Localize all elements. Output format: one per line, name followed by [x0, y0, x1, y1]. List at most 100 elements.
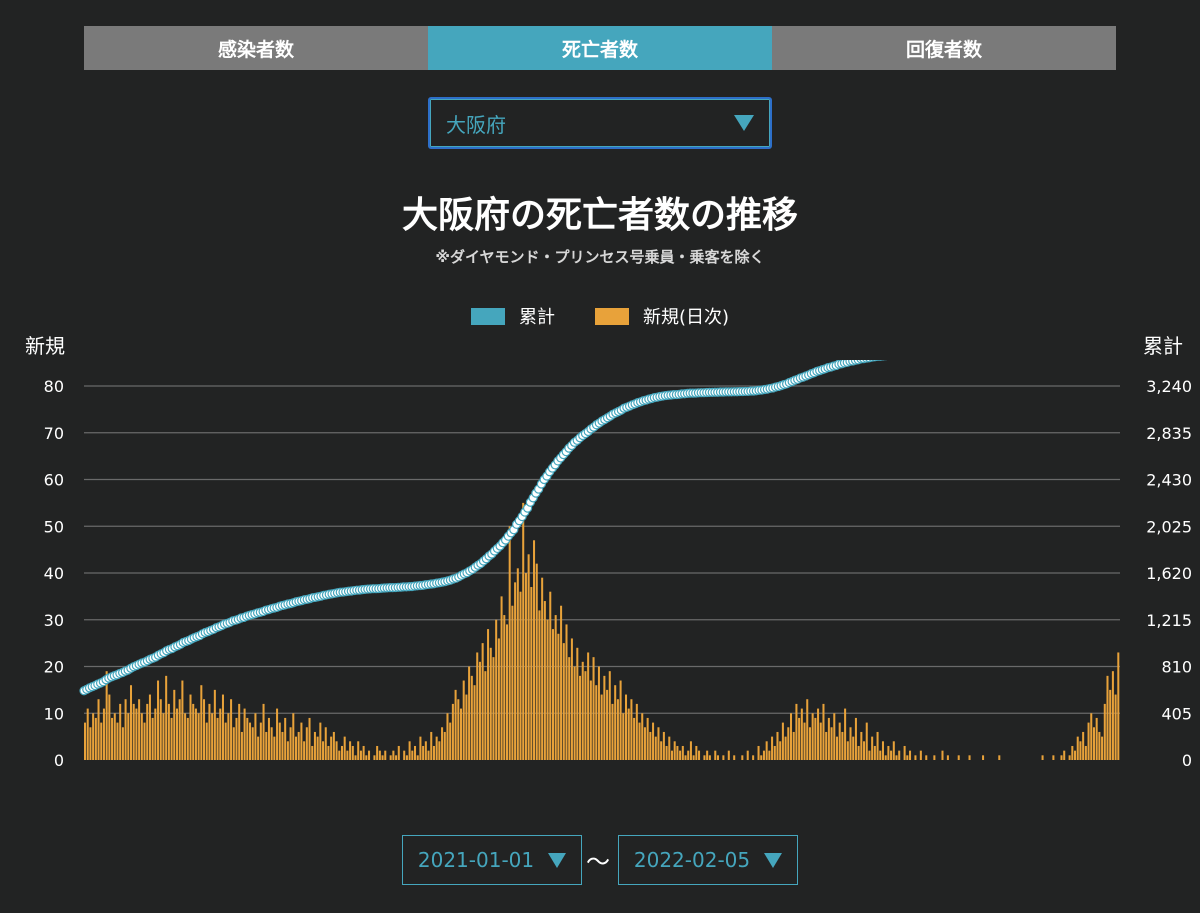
bar-daily: [895, 755, 898, 760]
bar-daily: [495, 619, 498, 760]
bar-daily: [449, 722, 452, 760]
bar-daily: [541, 577, 544, 760]
chart-subtitle: ※ダイヤモンド・プリンセス号乗員・乗客を除く: [435, 248, 765, 266]
bar-daily: [281, 731, 284, 760]
prefecture-select[interactable]: 大阪府: [428, 97, 772, 149]
bar-daily: [892, 741, 895, 760]
x-tick-label: 10.17: [810, 777, 856, 780]
bar-daily: [170, 717, 173, 760]
bar-daily: [259, 722, 262, 760]
date-from-select[interactable]: 2021-01-01: [402, 835, 582, 885]
triangle-down-icon: [734, 115, 754, 131]
bar-daily: [597, 666, 600, 760]
tab-infections[interactable]: 感染者数: [84, 26, 428, 70]
bar-daily: [240, 731, 243, 760]
bar-daily: [148, 694, 151, 760]
bar-daily: [765, 741, 768, 760]
x-tick-label: 6.28: [527, 777, 563, 780]
bar-daily: [246, 717, 249, 760]
bar-daily: [140, 713, 143, 760]
bar-daily: [560, 605, 563, 760]
left-tick-label: 30: [44, 611, 64, 630]
bar-daily: [565, 624, 568, 760]
left-tick-label: 80: [44, 377, 64, 396]
bar-daily: [1095, 717, 1098, 760]
bar-daily: [570, 638, 573, 760]
bar-daily: [224, 722, 227, 760]
bar-daily: [643, 727, 646, 760]
bar-daily: [633, 717, 636, 760]
bar-daily: [600, 694, 603, 760]
bar-daily: [914, 755, 917, 760]
bar-daily: [1052, 755, 1055, 760]
legend-item-daily[interactable]: 新規(日次): [594, 303, 729, 329]
bar-daily: [579, 675, 582, 760]
bar-daily: [129, 685, 133, 760]
bar-daily: [909, 750, 912, 760]
legend-item-cumulative[interactable]: 累計: [470, 303, 555, 329]
bar-daily: [335, 741, 338, 760]
bar-daily: [1111, 671, 1114, 760]
bar-daily: [362, 745, 365, 760]
bar-daily: [254, 713, 257, 760]
bar-daily: [349, 741, 352, 760]
bar-daily: [184, 713, 187, 760]
bar-daily: [587, 652, 590, 760]
bar-daily: [459, 708, 463, 760]
bar-daily: [354, 755, 357, 760]
bar-daily: [397, 745, 400, 760]
tab-recoveries[interactable]: 回復者数: [772, 26, 1116, 70]
bar-daily: [646, 717, 649, 760]
bar-daily: [151, 717, 154, 760]
bar-daily: [457, 699, 460, 760]
bar-daily: [982, 755, 985, 760]
bar-daily: [1117, 652, 1120, 760]
bar-daily: [527, 554, 530, 760]
bar-daily: [243, 708, 246, 760]
bar-daily: [173, 689, 176, 760]
bar-daily: [879, 750, 882, 760]
bar-daily: [297, 731, 300, 760]
bar-daily: [368, 750, 371, 760]
right-tick-label: 2,430: [1146, 471, 1192, 490]
bar-daily: [470, 675, 473, 760]
bar-daily: [946, 755, 949, 760]
bar-daily: [581, 661, 584, 760]
right-tick-label: 1,215: [1146, 611, 1192, 630]
bar-daily: [257, 736, 260, 760]
right-tick-label: 405: [1161, 704, 1192, 723]
bar-daily: [384, 750, 387, 760]
bar-daily: [270, 727, 273, 760]
tab-deaths[interactable]: 死亡者数: [428, 26, 772, 70]
bar-daily: [219, 708, 222, 760]
bar-daily: [441, 727, 444, 760]
bar-daily: [92, 713, 95, 760]
bar-daily: [422, 745, 425, 760]
bar-daily: [519, 591, 522, 760]
bar-daily: [267, 717, 270, 760]
bar-daily: [906, 755, 909, 760]
bar-daily: [346, 750, 349, 760]
bar-daily: [606, 689, 609, 760]
bar-daily: [695, 745, 698, 760]
bar-daily: [784, 736, 787, 760]
legend-label-cumulative: 累計: [518, 307, 555, 328]
legend-swatch-daily: [594, 307, 629, 325]
bar-daily: [549, 591, 552, 760]
x-tick-label: 5.22: [431, 777, 467, 780]
date-to-select[interactable]: 2022-02-05: [618, 835, 798, 885]
bar-daily: [933, 755, 936, 760]
deaths-chart: 0 10 20 30 40 50 60 70 80 0 405 810 1,215 1,620 2,025 2…: [44, 360, 1192, 780]
bar-daily: [638, 722, 641, 760]
bar-daily: [157, 680, 160, 760]
bar-daily: [692, 755, 695, 760]
bar-daily: [322, 741, 325, 760]
bar-daily: [427, 750, 430, 760]
bar-daily: [817, 708, 820, 760]
bar-daily: [522, 502, 525, 760]
bar-daily: [462, 680, 465, 760]
bar-daily: [822, 703, 825, 760]
bar-daily: [714, 750, 717, 760]
bar-daily: [119, 703, 122, 760]
bar-daily: [181, 680, 184, 760]
